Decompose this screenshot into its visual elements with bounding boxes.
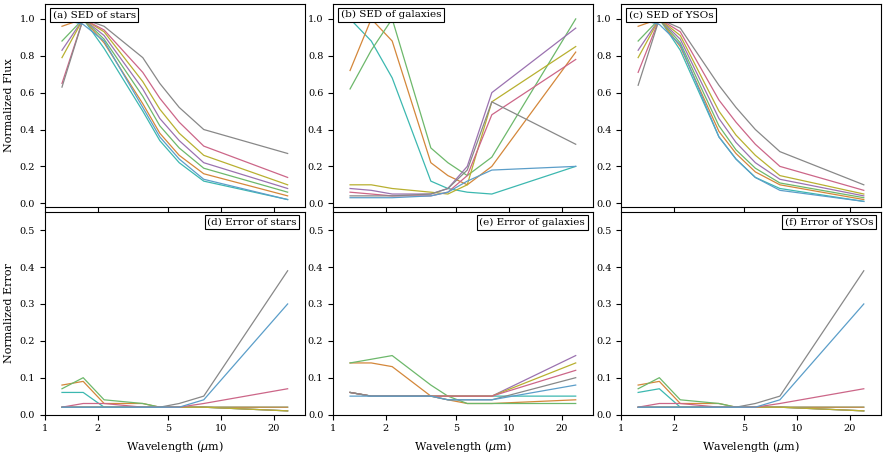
X-axis label: Wavelength ($\mu$m): Wavelength ($\mu$m) <box>414 439 512 454</box>
Text: (e) Error of galaxies: (e) Error of galaxies <box>479 218 585 227</box>
Text: (c) SED of YSOs: (c) SED of YSOs <box>629 10 713 19</box>
Text: (b) SED of galaxies: (b) SED of galaxies <box>341 10 442 19</box>
X-axis label: Wavelength ($\mu$m): Wavelength ($\mu$m) <box>126 439 224 454</box>
Y-axis label: Normalized Flux: Normalized Flux <box>4 59 14 153</box>
Text: (a) SED of stars: (a) SED of stars <box>53 10 136 19</box>
X-axis label: Wavelength ($\mu$m): Wavelength ($\mu$m) <box>702 439 800 454</box>
Text: (f) Error of YSOs: (f) Error of YSOs <box>784 218 873 227</box>
Text: (d) Error of stars: (d) Error of stars <box>207 218 296 227</box>
Y-axis label: Normalized Error: Normalized Error <box>4 263 14 363</box>
